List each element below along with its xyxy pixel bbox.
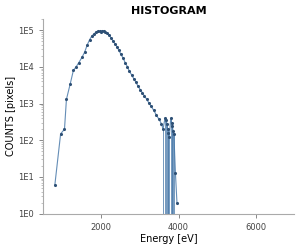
Point [94, 30, 99, 34]
Point [127, 70, 132, 73]
Point [163, 116, 167, 120]
Point [154, 112, 158, 116]
Point [123, 61, 128, 65]
Point [138, 88, 142, 92]
Point [165, 127, 170, 131]
Point [64, 97, 69, 101]
Point [146, 101, 151, 105]
Point [172, 132, 176, 136]
Point [136, 84, 140, 88]
Point [62, 127, 67, 131]
Point [111, 39, 116, 43]
Point [103, 30, 107, 34]
Point [125, 65, 130, 69]
Point [171, 129, 176, 133]
Point [144, 97, 149, 101]
Point [134, 80, 138, 84]
Point [96, 29, 100, 33]
Point [152, 108, 156, 112]
Point [87, 38, 92, 42]
Point [164, 122, 169, 126]
Point [92, 32, 97, 36]
Point [106, 33, 111, 37]
Point [98, 30, 103, 34]
Y-axis label: COUNTS [pixels]: COUNTS [pixels] [6, 76, 16, 156]
Point [164, 118, 169, 122]
Point [166, 131, 171, 135]
Point [140, 90, 145, 94]
Point [167, 135, 172, 139]
Point [80, 56, 84, 60]
Point [52, 183, 57, 187]
Point [58, 132, 63, 136]
Point [71, 68, 76, 72]
Point [175, 200, 179, 204]
Point [168, 116, 173, 120]
Point [131, 76, 136, 80]
Point [169, 121, 174, 125]
X-axis label: Energy [eV]: Energy [eV] [140, 234, 198, 244]
Point [149, 104, 154, 108]
Point [97, 30, 102, 34]
Point [156, 117, 161, 121]
Point [85, 43, 90, 47]
Point [101, 29, 106, 33]
Point [159, 122, 164, 126]
Point [82, 50, 87, 54]
Point [113, 42, 118, 46]
Point [170, 124, 175, 128]
Point [109, 36, 114, 40]
Point [118, 52, 123, 56]
Point [76, 61, 81, 65]
Point [74, 65, 79, 69]
Point [115, 45, 119, 49]
Title: HISTOGRAM: HISTOGRAM [131, 6, 207, 16]
Point [105, 31, 110, 35]
Point [173, 171, 178, 175]
Point [129, 73, 134, 77]
Point [89, 34, 94, 38]
Point [68, 82, 73, 86]
Point [100, 29, 104, 33]
Point [160, 127, 165, 131]
Point [117, 48, 122, 52]
Point [121, 56, 126, 60]
Point [142, 94, 147, 98]
